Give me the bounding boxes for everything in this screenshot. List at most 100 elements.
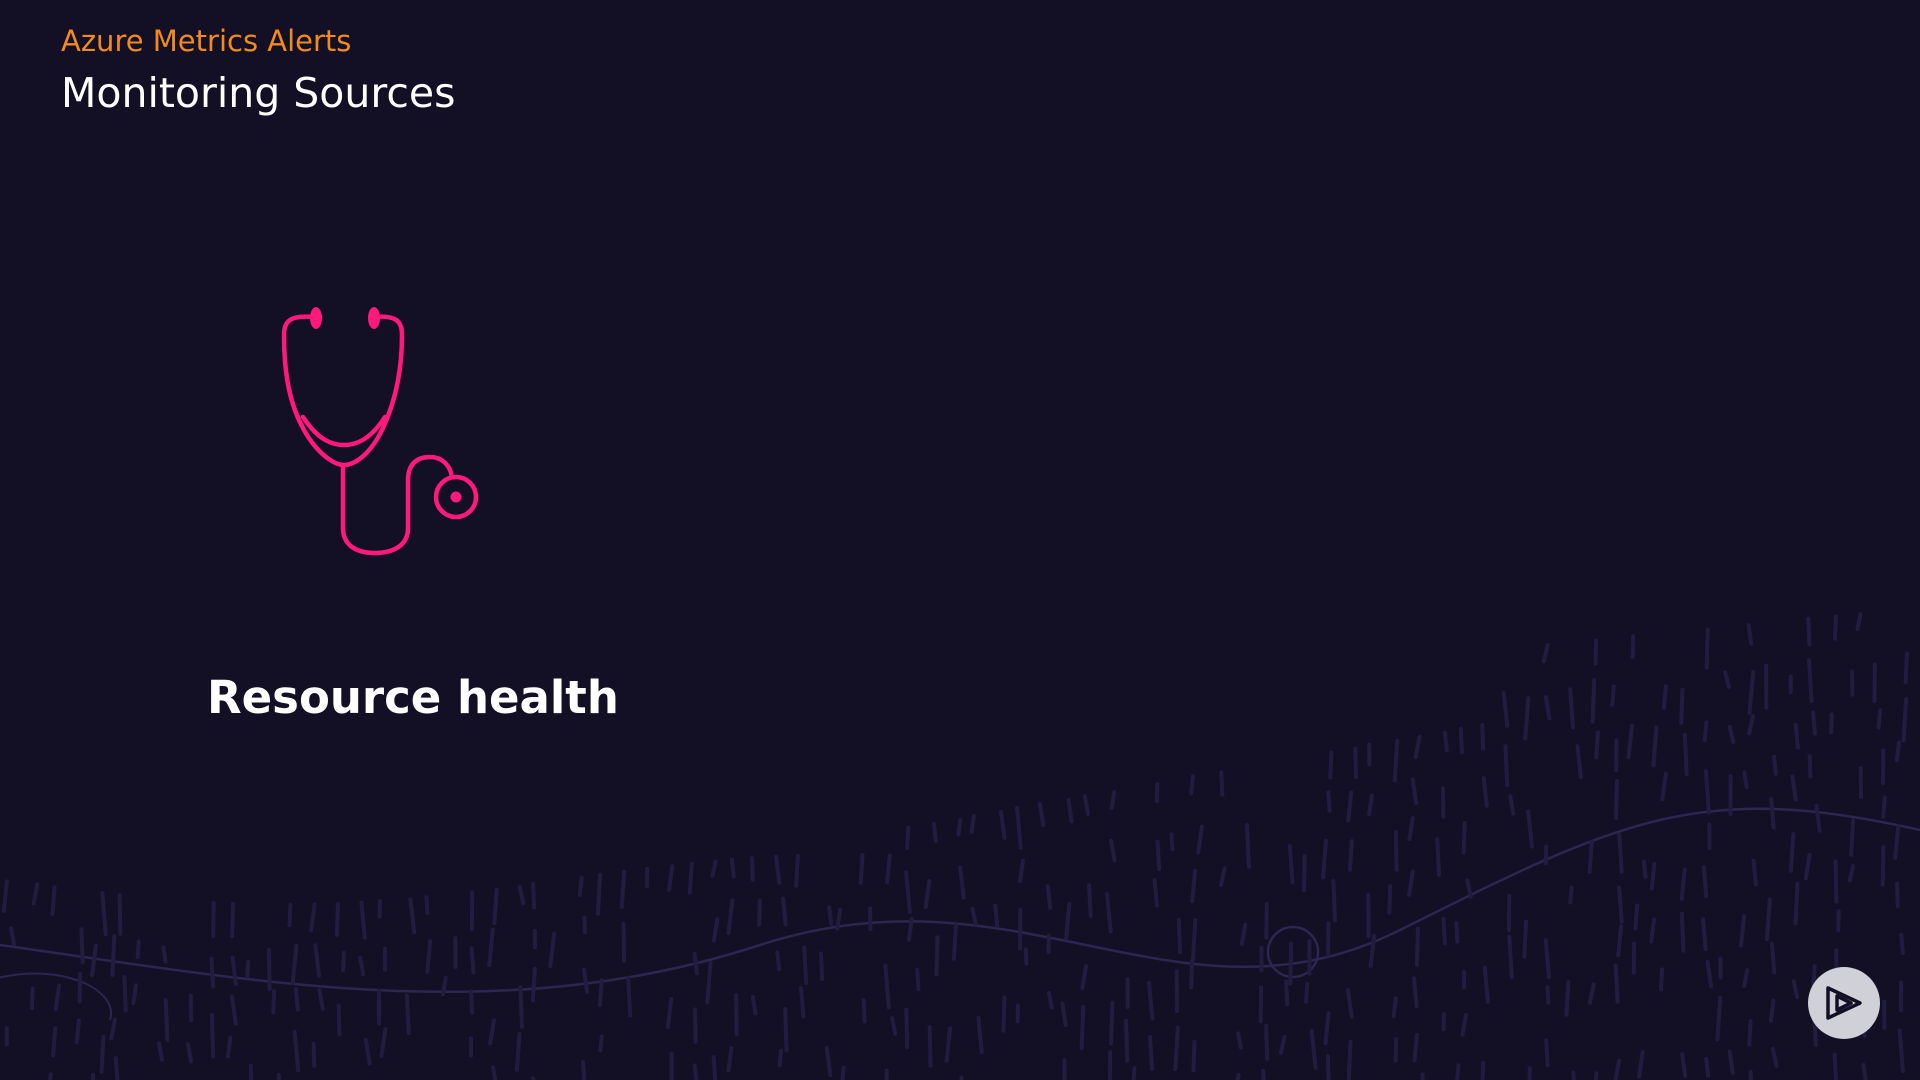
background-dash: [802, 945, 809, 986]
background-dash: [667, 864, 675, 892]
background-dash: [161, 945, 168, 964]
background-dash: [100, 890, 108, 937]
background-dash: [1196, 824, 1204, 855]
background-dash: [1764, 897, 1772, 942]
background-dash: [1465, 878, 1473, 899]
background-dash: [1614, 779, 1619, 820]
background-dash: [313, 943, 322, 978]
background-dash: [840, 1065, 846, 1080]
background-dash: [425, 939, 433, 974]
background-dash: [1060, 1001, 1068, 1028]
background-dash: [1613, 963, 1620, 1004]
background-dash: [1723, 670, 1731, 689]
background-dash: [1701, 917, 1708, 951]
play-logo-button[interactable]: [1808, 967, 1880, 1039]
background-dash: [1742, 770, 1749, 790]
background-dash: [824, 1046, 833, 1078]
background-dash: [1189, 774, 1195, 796]
background-dash: [835, 907, 843, 931]
background-dash: [934, 935, 940, 977]
background-dash: [1367, 793, 1374, 817]
background-dash: [1610, 684, 1616, 707]
background-dash: [1346, 1039, 1353, 1080]
background-dash: [1587, 982, 1596, 1005]
background-dash: [1895, 881, 1900, 909]
background-dash: [577, 875, 584, 898]
background-dash: [131, 983, 139, 1006]
background-dash: [1727, 724, 1736, 744]
background-dash: [229, 994, 238, 1026]
background-dash: [1507, 934, 1514, 980]
background-dash: [1880, 845, 1886, 887]
background-dash: [1288, 941, 1294, 986]
background-dash: [491, 1065, 498, 1080]
background-dash: [1018, 858, 1025, 883]
background-dash: [90, 943, 98, 978]
background-dash: [109, 1017, 117, 1041]
background-dash: [819, 951, 825, 982]
background-dash: [245, 959, 251, 979]
background-dash: [1772, 754, 1778, 776]
background-dash: [969, 813, 976, 834]
background-dash: [598, 1034, 604, 1053]
background-dash: [711, 1055, 718, 1080]
background-dash: [1169, 832, 1175, 852]
background-dash: [1571, 1070, 1576, 1080]
background-dash: [1328, 750, 1334, 780]
background-dash: [1806, 616, 1812, 647]
background-dash: [774, 854, 782, 885]
background-dash: [726, 1046, 734, 1073]
background-dash: [1501, 690, 1510, 728]
background-dash: [1236, 1031, 1243, 1050]
background-dash: [998, 810, 1007, 840]
background-dash: [1413, 734, 1422, 760]
background-dash: [1649, 861, 1657, 891]
background-dash: [580, 1060, 587, 1080]
background-dash: [1304, 981, 1310, 1004]
background-dash: [548, 931, 557, 969]
background-dash: [1261, 1068, 1266, 1080]
background-dash: [1641, 859, 1648, 879]
background-dash: [1833, 859, 1839, 904]
background-dash: [1368, 933, 1377, 969]
background-dash: [827, 905, 834, 927]
background-dash: [358, 955, 366, 977]
background-dash: [1633, 903, 1640, 931]
background-dash: [1064, 902, 1072, 941]
background-dash: [1575, 744, 1583, 780]
background-dash: [1173, 1025, 1180, 1072]
course-title: Azure Metrics Alerts: [61, 24, 352, 58]
background-dash: [1037, 802, 1046, 827]
background-dash: [1124, 1018, 1130, 1063]
background-dash: [1087, 883, 1093, 918]
background-dash: [1679, 867, 1687, 901]
background-dash: [1244, 823, 1251, 869]
background-dash: [1131, 1066, 1137, 1080]
background-dash: [1564, 980, 1571, 1017]
background-dash: [1480, 1061, 1486, 1080]
background-dash: [1679, 911, 1686, 953]
background-dash: [1191, 1039, 1197, 1073]
background-dash: [885, 853, 892, 885]
background-dash: [665, 996, 674, 1030]
background-dash: [976, 1015, 984, 1055]
background-dash: [48, 1072, 53, 1080]
background-dash: [1747, 669, 1756, 715]
background-dash: [1593, 1071, 1599, 1080]
background-dash: [1523, 696, 1531, 741]
background-dash: [1046, 990, 1054, 1010]
background-dash: [1080, 964, 1089, 990]
background-dash: [74, 1018, 81, 1045]
background-dash: [1748, 1069, 1754, 1080]
background-dash: [904, 1007, 910, 1049]
background-dash: [750, 856, 755, 882]
background-dash: [1079, 1005, 1086, 1051]
slide-title: Monitoring Sources: [61, 69, 456, 117]
background-dash: [1807, 754, 1813, 779]
background-dash: [1617, 832, 1624, 874]
background-dash: [363, 1037, 372, 1066]
background-dash: [1897, 1028, 1905, 1074]
background-dash: [1346, 790, 1354, 823]
background-dash: [1001, 995, 1007, 1033]
